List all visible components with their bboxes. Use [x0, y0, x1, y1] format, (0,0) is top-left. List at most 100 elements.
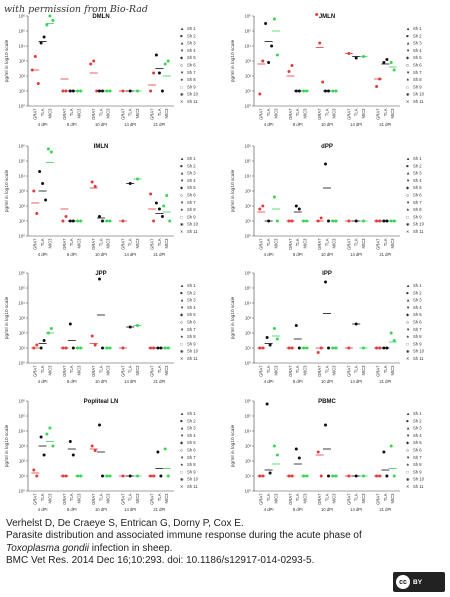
method-tick-label: TLA [383, 108, 388, 116]
y-tick-label: 10² [19, 331, 26, 336]
data-point-gra7 [93, 185, 97, 188]
legend-item-label: Sh 5 [413, 55, 422, 60]
data-point-mic3 [272, 444, 276, 448]
legend-symbol-icon: ✕ [406, 484, 410, 489]
y-tick-label: 10⁰ [19, 104, 26, 109]
method-tick-label: TLA [354, 365, 359, 373]
data-point-mic3 [272, 17, 276, 21]
panel-dpp: dPP pg/ml in log10 scale 10⁰ 10¹ 10² 10³ 10⁴ 10… [228, 138, 450, 263]
method-tick-label: GRA7 [150, 365, 155, 377]
legend-item-label: Sh 5 [187, 55, 196, 60]
data-point-tla [156, 450, 160, 454]
data-point-gra7 [93, 343, 97, 347]
data-point-tla [157, 71, 161, 75]
data-point-mic3 [272, 327, 276, 330]
legend-symbol-icon: ◉ [406, 222, 410, 227]
legend-symbol-icon: ■ [180, 290, 183, 295]
legend-item-label: Sh 7 [413, 70, 422, 75]
legend-symbol-icon: ✕ [180, 484, 184, 489]
method-tick-label: TLA [354, 108, 359, 116]
y-tick-label: 10⁴ [19, 301, 26, 306]
data-point-mic3 [46, 147, 50, 151]
legend-symbol-icon: ▲ [406, 426, 410, 431]
legend-item-label: Sh 5 [413, 185, 422, 190]
method-tick-label: GRA7 [346, 365, 351, 377]
y-tick-label: 10⁵ [245, 414, 252, 419]
data-point-gra7 [32, 468, 36, 472]
legend-symbol-icon: ◆ [406, 440, 410, 445]
method-tick-label: GRA7 [259, 493, 264, 505]
y-axis-label: pg/ml in log10 scale [4, 39, 10, 82]
legend-item-label: Sh 2 [187, 418, 196, 423]
legend-symbol-icon: ◉ [180, 222, 184, 227]
method-tick-label: MIC3 [77, 108, 82, 119]
data-point-gra7 [61, 89, 65, 93]
legend-symbol-icon: ▼ [180, 70, 184, 75]
legend-symbol-icon: ◉ [406, 477, 410, 482]
y-tick-label: 10⁰ [19, 489, 26, 494]
y-tick-label: 10³ [245, 316, 252, 321]
group-label: 8 dPI [293, 507, 303, 512]
y-tick-label: 10¹ [245, 89, 252, 94]
legend-symbol-icon: ▼ [180, 327, 184, 332]
method-tick-label: GRA7 [120, 493, 125, 505]
method-tick-label: MIC3 [77, 238, 82, 249]
method-tick-label: GRA7 [376, 493, 381, 505]
group-label: 4 dPI [38, 122, 48, 127]
method-tick-label: GRA7 [150, 238, 155, 250]
legend-symbol-icon: ◆ [180, 312, 184, 317]
legend-item-label: Sh 1 [413, 283, 422, 288]
y-tick-label: 10² [19, 459, 26, 464]
legend-symbol-icon: ▲ [406, 26, 410, 31]
group-label: 14 dPI [124, 122, 136, 127]
data-point-mic3 [51, 19, 55, 22]
data-point-gra7 [261, 59, 265, 63]
chart-title: IMLN [94, 144, 109, 150]
data-point-mic3 [49, 150, 53, 154]
legend-symbol-icon: ▼ [180, 433, 184, 438]
watermark-text: with permission from Bio-Rad [4, 4, 148, 15]
legend-symbol-icon: ▼ [406, 327, 410, 332]
y-tick-label: 10⁵ [245, 29, 252, 34]
method-tick-label: GRA7 [120, 238, 125, 250]
data-point-tla [297, 207, 301, 211]
y-tick-label: 10⁶ [19, 14, 26, 19]
data-point-tla [324, 280, 327, 284]
legend-item-label: Sh 9 [187, 341, 196, 346]
y-tick-label: 10³ [19, 59, 26, 64]
data-point-mic3 [389, 61, 393, 64]
data-point-tla [327, 346, 330, 350]
group-label: 21 dPI [379, 122, 391, 127]
data-point-mic3 [275, 453, 279, 457]
y-tick-label: 10⁰ [245, 361, 252, 366]
data-point-tla [354, 56, 358, 60]
legend-item-label: Sh 10 [187, 92, 199, 97]
method-tick-label: TLA [40, 493, 45, 501]
data-point-mic3 [389, 331, 393, 335]
data-point-tla [71, 453, 75, 457]
group-label: 21 dPI [153, 122, 165, 127]
legend-symbol-icon: ✕ [406, 229, 410, 234]
y-tick-label: 10⁰ [245, 234, 252, 239]
method-tick-label: TLA [266, 365, 271, 373]
cc-by-license-badge[interactable]: cc BY [393, 572, 445, 592]
data-point-tla [160, 89, 164, 93]
data-point-gra7 [287, 70, 291, 73]
data-point-gra7 [64, 215, 68, 218]
legend-symbol-icon: □ [180, 84, 183, 89]
data-point-mic3 [272, 195, 276, 199]
data-point-tla [385, 474, 389, 478]
legend-item-label: Sh 6 [413, 448, 422, 453]
legend-symbol-icon: ✕ [180, 229, 184, 234]
data-point-tla [159, 474, 163, 478]
y-tick-label: 10⁶ [245, 271, 252, 276]
legend-item-label: Sh 3 [413, 41, 422, 46]
legend-item-label: Sh 7 [187, 455, 196, 460]
legend-item-label: Sh 11 [413, 356, 424, 361]
y-tick-label: 10² [245, 74, 252, 79]
method-tick-label: MIC3 [303, 493, 308, 504]
legend-item-label: Sh 5 [187, 185, 196, 190]
method-tick-label: GRA7 [91, 365, 96, 377]
y-tick-label: 10⁵ [245, 286, 252, 291]
group-label: 14 dPI [350, 507, 362, 512]
